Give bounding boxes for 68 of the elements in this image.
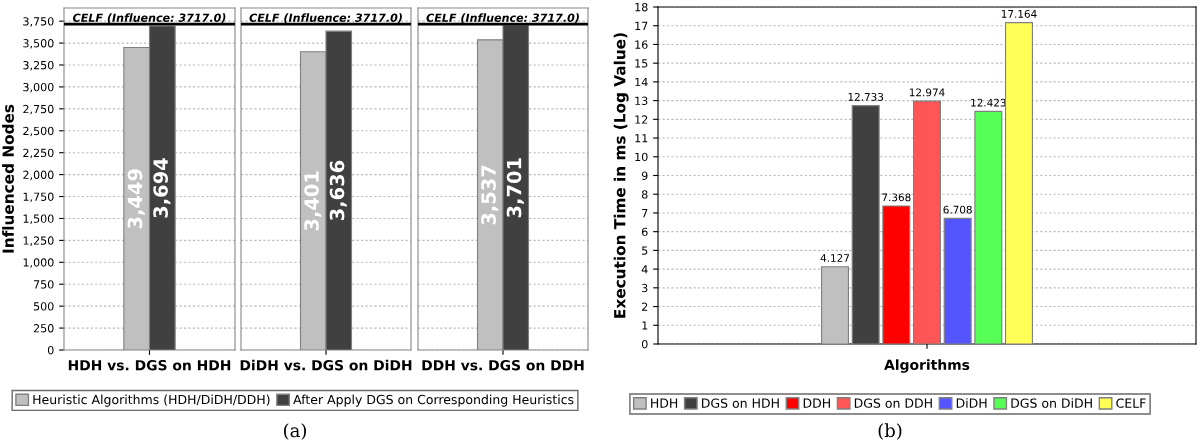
data-label: 7.368 xyxy=(882,193,911,202)
data-label: 3,449 xyxy=(127,169,145,229)
data-label: 3,701 xyxy=(506,158,524,218)
y-tick-label: 3,750 xyxy=(23,17,54,27)
y-tick-label: 10 xyxy=(635,152,648,162)
y-tick-label: 13 xyxy=(635,96,648,105)
x-axis-title: Algorithms xyxy=(884,359,970,373)
text: (a) xyxy=(284,423,306,440)
y-tick-label: 2,250 xyxy=(23,148,54,159)
y-tick-label: 750 xyxy=(33,280,54,289)
y-tick-label: 18 xyxy=(635,2,648,12)
data-label: 12.974 xyxy=(909,88,945,97)
data-label: 3,401 xyxy=(304,171,322,231)
y-tick-label: 2,500 xyxy=(23,126,54,137)
y-tick-label: 9 xyxy=(641,171,648,180)
y-tick-label: 0 xyxy=(641,339,648,349)
y-tick-label: 2 xyxy=(642,302,648,311)
legend-label: DGS on DiDH xyxy=(1011,398,1092,408)
y-tick-label: 0 xyxy=(47,345,54,355)
text: (b) xyxy=(878,423,902,440)
y-tick-label: 2,000 xyxy=(23,170,54,181)
y-tick-label: 3,250 xyxy=(23,60,54,71)
legend-label: DGS on DDH xyxy=(854,398,932,408)
legend-label: DiDH xyxy=(956,398,987,408)
y-tick-label: 12 xyxy=(635,115,648,124)
y-tick-label: 1,750 xyxy=(23,192,54,203)
y-tick-label: 3,500 xyxy=(23,39,54,49)
data-label: 3,636 xyxy=(329,160,347,221)
y-tick-label: 11 xyxy=(635,134,648,143)
y-tick-label: 14 xyxy=(635,78,648,87)
y-tick-label: 1,500 xyxy=(23,214,54,224)
legend-label: CELF xyxy=(1116,398,1146,408)
data-label: 3,694 xyxy=(153,158,171,218)
y-tick-label: 250 xyxy=(33,324,54,333)
legend-label: Heuristic Algorithms (HDH/DiDH/DDH) xyxy=(33,394,270,407)
legend-label: DDH xyxy=(803,398,830,408)
y-tick-label: 1 xyxy=(642,321,648,330)
y-tick-label: 15 xyxy=(635,59,648,68)
legend-label: HDH xyxy=(651,398,678,408)
y-tick-label: 2,750 xyxy=(23,104,54,115)
legend-label: After Apply DGS on Corresponding Heuristics xyxy=(293,394,574,407)
ref-line-label: CELF (Influence: 3717.0) xyxy=(426,13,579,24)
y-tick-label: 1,250 xyxy=(23,236,54,246)
data-label: 17.164 xyxy=(1001,9,1037,18)
y-axis-title: Influenced Nodes xyxy=(2,104,14,253)
y-tick-label: 6 xyxy=(641,227,648,237)
x-tick-label: DiDH vs. DGS on DiDH xyxy=(240,359,412,371)
data-label: 4.127 xyxy=(820,254,850,262)
y-tick-label: 500 xyxy=(33,302,54,311)
y-axis-title: Execution Time in ms (Log Value) xyxy=(613,33,629,318)
y-tick-label: 8 xyxy=(641,190,648,199)
x-tick-label: DDH vs. DGS on DDH xyxy=(422,359,584,371)
ref-line-label: CELF (Influence: 3717.0) xyxy=(73,13,226,24)
y-tick-label: 3 xyxy=(642,283,648,293)
data-label: 12.423 xyxy=(971,98,1006,107)
data-label: 6.708 xyxy=(943,205,972,214)
x-tick-label: HDH vs. DGS on HDH xyxy=(68,359,231,371)
y-tick-label: 4 xyxy=(641,265,648,274)
y-tick-label: 7 xyxy=(642,209,648,218)
y-tick-label: 16 xyxy=(635,40,648,49)
y-tick-label: 1,000 xyxy=(23,258,54,268)
data-label: 3,537 xyxy=(481,165,499,225)
ref-line-label: CELF (Influence: 3717.0) xyxy=(249,13,402,24)
y-tick-label: 3,000 xyxy=(23,82,54,93)
y-tick-label: 17 xyxy=(635,21,648,30)
data-label: 12.733 xyxy=(848,92,884,101)
y-tick-label: 5 xyxy=(642,246,648,255)
legend-label: DGS on HDH xyxy=(702,398,779,408)
